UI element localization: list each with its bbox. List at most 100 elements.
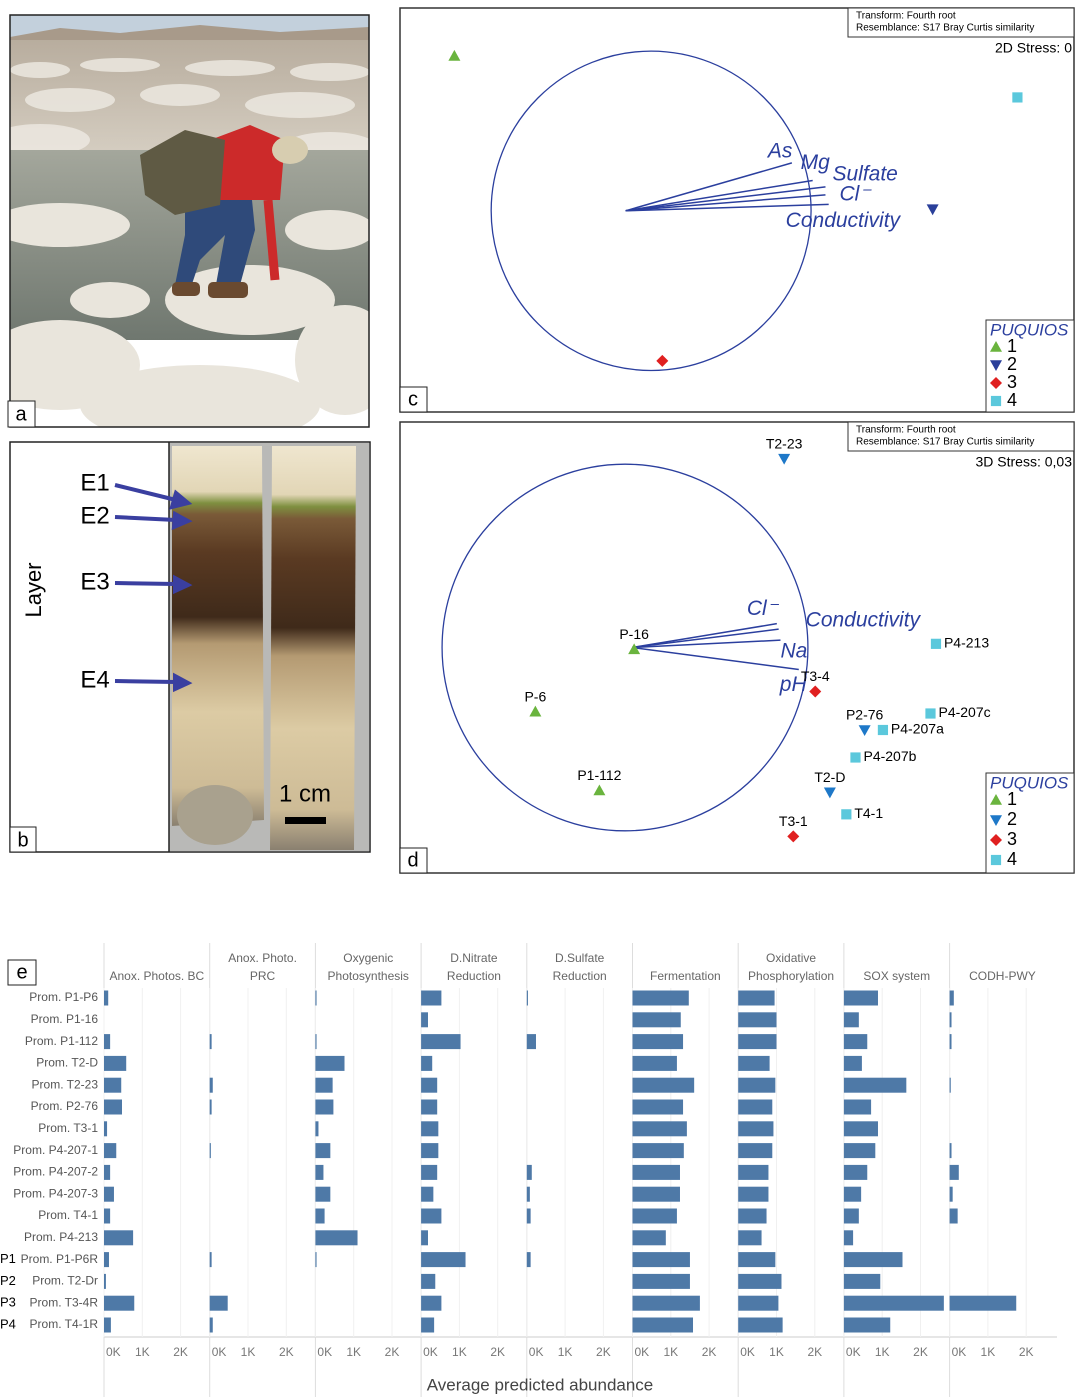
bar xyxy=(421,1034,460,1049)
bar xyxy=(315,1252,316,1267)
bar xyxy=(950,1143,952,1158)
bar xyxy=(421,1274,435,1289)
legend-label: 4 xyxy=(1007,390,1017,410)
point xyxy=(927,204,939,215)
stress-label: 3D Stress: 0,03 xyxy=(976,454,1073,470)
bar xyxy=(104,1165,110,1180)
bar xyxy=(421,1165,437,1180)
point xyxy=(859,725,871,736)
category-label: Prom. T3-1 xyxy=(38,1121,98,1135)
bar xyxy=(104,1274,106,1289)
bar xyxy=(738,1121,773,1136)
stress-label: 2D Stress: 0 xyxy=(995,40,1072,56)
group-label: P2 xyxy=(0,1273,16,1288)
point xyxy=(931,639,941,649)
bar xyxy=(104,1056,126,1071)
legend-label: 2 xyxy=(1007,809,1017,829)
category-label: Prom. P4-207-2 xyxy=(13,1165,98,1179)
x-tick-label: 0K xyxy=(529,1345,544,1359)
x-tick-label: 2K xyxy=(1019,1345,1034,1359)
x-tick-label: 0K xyxy=(952,1345,967,1359)
bar xyxy=(104,1034,110,1049)
annotation: Transform: Fourth root xyxy=(856,11,956,22)
bar xyxy=(633,1100,684,1115)
point-label: P4-207b xyxy=(863,748,916,764)
x-tick-label: 2K xyxy=(385,1345,400,1359)
vector-label: Conductivity xyxy=(786,209,902,232)
bar xyxy=(633,1012,681,1027)
bar xyxy=(633,1318,694,1333)
bar xyxy=(844,1078,906,1093)
bar xyxy=(421,1252,465,1267)
panel-title: Photosynthesis xyxy=(328,969,409,983)
vector-label: Cl⁻ xyxy=(747,597,780,620)
bar xyxy=(738,1209,766,1224)
panel-title: SOX system xyxy=(863,969,930,983)
bar xyxy=(950,1296,1017,1311)
bar xyxy=(844,1056,862,1071)
vector-label: Cl⁻ xyxy=(839,182,872,205)
point xyxy=(878,725,888,735)
x-tick-label: 2K xyxy=(279,1345,294,1359)
bar xyxy=(315,1100,333,1115)
point xyxy=(656,355,668,367)
bar xyxy=(738,1056,769,1071)
x-tick-label: 1K xyxy=(346,1345,361,1359)
bar xyxy=(421,1056,432,1071)
legend-label: 4 xyxy=(1007,849,1017,869)
legend-label: 3 xyxy=(1007,372,1017,392)
bar xyxy=(104,1143,116,1158)
annotation: Resemblance: S17 Bray Curtis similarity xyxy=(856,437,1034,448)
bar xyxy=(633,1121,687,1136)
bar xyxy=(633,1187,680,1202)
x-tick-label: 2K xyxy=(173,1345,188,1359)
bar xyxy=(844,1296,944,1311)
x-tick-label: 1K xyxy=(769,1345,784,1359)
bar xyxy=(844,1143,875,1158)
vector-label: Conductivity xyxy=(806,609,922,632)
category-label: Prom. T2-Dr xyxy=(32,1274,98,1288)
bar xyxy=(844,1100,871,1115)
bar xyxy=(950,991,954,1006)
bar xyxy=(738,1165,768,1180)
point xyxy=(809,686,821,698)
bar xyxy=(738,1100,772,1115)
bar xyxy=(844,1318,890,1333)
x-tick-label: 1K xyxy=(663,1345,678,1359)
category-label: Prom. P1-P6 xyxy=(29,990,98,1004)
bar xyxy=(315,1165,323,1180)
bar xyxy=(104,1230,133,1245)
legend-label: 3 xyxy=(1007,829,1017,849)
bar xyxy=(421,1143,438,1158)
point-label: T4-1 xyxy=(854,805,883,821)
point-label: P1-112 xyxy=(577,767,621,783)
point-label: P4-213 xyxy=(944,635,989,651)
bar xyxy=(104,1187,114,1202)
point-label: T3-4 xyxy=(801,668,830,684)
figure: a Layer E1 E2 E3 E4 1 cm b AsMgSulfateCl… xyxy=(0,0,1075,1397)
legend-marker xyxy=(991,396,1001,406)
bar xyxy=(527,1165,532,1180)
bar xyxy=(633,1056,677,1071)
legend-label: 1 xyxy=(1007,789,1017,809)
bar xyxy=(738,1187,768,1202)
point xyxy=(787,830,799,842)
panel-title: Reduction xyxy=(447,969,501,983)
legend-marker xyxy=(991,855,1001,865)
bar xyxy=(844,1012,859,1027)
annotation: Transform: Fourth root xyxy=(856,425,956,436)
point xyxy=(841,809,851,819)
layer-label: E1 xyxy=(80,469,109,496)
panel-title: Anox. Photos. BC xyxy=(109,969,204,983)
group-label: P1 xyxy=(0,1251,16,1266)
bar xyxy=(104,1100,122,1115)
bar xyxy=(421,1121,438,1136)
bar xyxy=(844,1209,859,1224)
x-tick-label: 0K xyxy=(317,1345,332,1359)
category-label: Prom. T2-D xyxy=(36,1056,98,1070)
bar xyxy=(104,991,108,1006)
panel-title: D.Nitrate xyxy=(450,951,498,965)
bar xyxy=(421,1296,441,1311)
x-tick-label: 0K xyxy=(423,1345,438,1359)
correlation-circle xyxy=(442,464,808,831)
